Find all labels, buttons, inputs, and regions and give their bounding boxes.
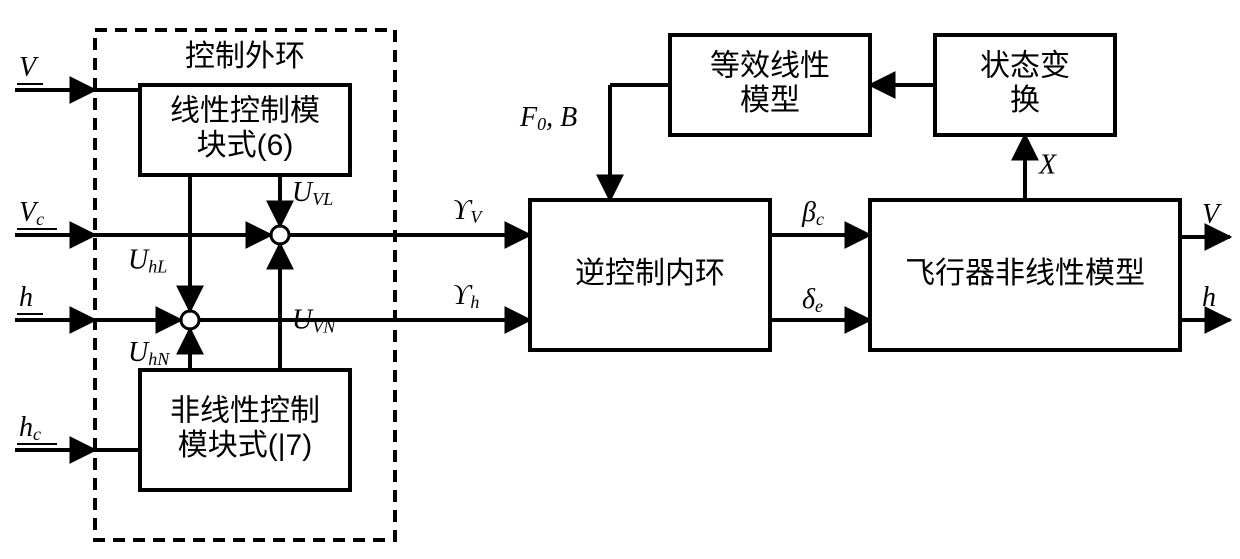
- linear-control-block-text: 块式(6): [197, 129, 294, 162]
- input-V-label: V: [19, 52, 39, 83]
- sum-node-bottom: [181, 311, 199, 329]
- aircraft-nonlinear-model-block-text: 飞行器非线性模型: [905, 257, 1145, 290]
- label-betac: βc: [801, 197, 824, 228]
- equivalent-linear-model-block-text: 等效线性: [710, 50, 830, 83]
- label-Yh: ϒh: [453, 280, 480, 311]
- inverse-inner-loop-block-text: 逆控制内环: [575, 257, 725, 290]
- label-deltae: δe: [802, 284, 823, 315]
- label-UhL: UhL: [128, 245, 167, 276]
- sum-node-top: [271, 226, 289, 244]
- equivalent-linear-model-block-text: 模型: [740, 84, 800, 117]
- nonlinear-control-block-text: 非线性控制: [170, 395, 320, 428]
- state-transform-block-text: 换: [1010, 84, 1040, 117]
- input-Vc-label: Vc: [19, 197, 44, 228]
- state-transform-block-text: 状态变: [980, 50, 1070, 83]
- label-UVL: UVL: [292, 177, 333, 208]
- input-hc-label: hc: [19, 412, 41, 443]
- label-X: X: [1038, 150, 1057, 181]
- output-h-label: h: [1202, 282, 1216, 313]
- control-block-diagram: 控制外环线性控制模块式(6) 非线性控制模块式(|7) 逆控制内环 等效线性模型 状态变…: [0, 0, 1240, 559]
- linear-control-block-text: 线性控制模: [170, 95, 320, 128]
- label-YV: ϒV: [453, 195, 484, 226]
- label-F0B: F0, B: [519, 102, 577, 133]
- output-V-label: V: [1202, 199, 1222, 230]
- nonlinear-control-block-text: 模块式(|7): [178, 429, 312, 462]
- outer-loop-title: 控制外环: [185, 40, 305, 73]
- input-h-label: h: [19, 282, 33, 313]
- label-UhN: UhN: [128, 337, 170, 368]
